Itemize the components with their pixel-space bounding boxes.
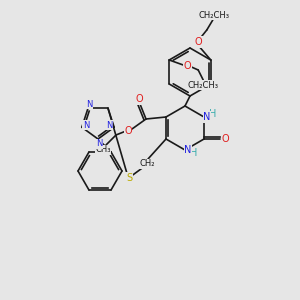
Text: N: N	[82, 121, 89, 130]
Text: S: S	[126, 173, 132, 183]
Text: O: O	[135, 94, 143, 104]
Text: N: N	[96, 140, 102, 148]
Text: H: H	[190, 148, 198, 158]
Text: H: H	[209, 109, 217, 119]
Text: N: N	[184, 145, 192, 155]
Text: O: O	[221, 134, 229, 144]
Text: N: N	[203, 112, 211, 122]
Text: CH₂: CH₂	[139, 160, 155, 169]
Text: CH₃: CH₃	[95, 146, 111, 154]
Text: O: O	[124, 126, 132, 136]
Text: CH₂CH₃: CH₂CH₃	[198, 11, 229, 20]
Text: O: O	[183, 61, 191, 71]
Text: N: N	[86, 100, 92, 109]
Text: N: N	[106, 121, 112, 130]
Text: O: O	[195, 37, 202, 47]
Text: CH₂CH₃: CH₂CH₃	[188, 80, 219, 89]
